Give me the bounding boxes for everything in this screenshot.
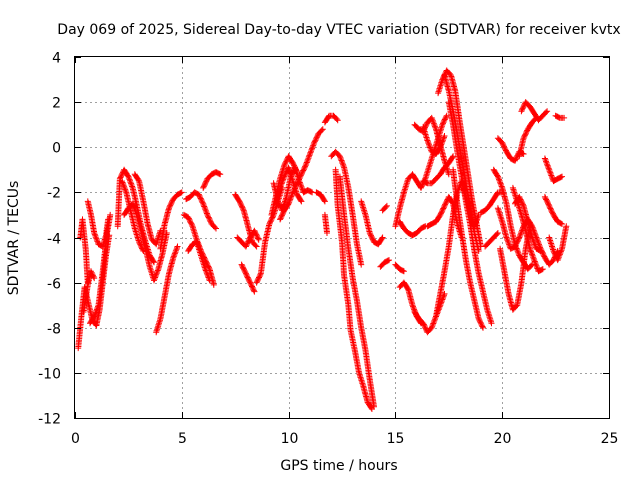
data-track-58 (546, 223, 570, 264)
data-track-37 (420, 123, 448, 157)
data-track-32 (379, 202, 390, 214)
y-tick-label: -12 (38, 412, 61, 428)
data-track-38 (420, 153, 457, 187)
y-tick-label: -6 (47, 277, 61, 293)
data-track-53 (512, 193, 544, 254)
data-track-24 (321, 112, 341, 126)
y-tick-label: -10 (38, 367, 61, 383)
x-axis: 0 5 10 15 20 25 (71, 57, 618, 447)
data-track-31 (392, 261, 407, 275)
data-track-27 (332, 166, 375, 412)
data-track-22 (272, 164, 305, 207)
x-tick-label: 20 (494, 431, 512, 447)
data-track-2 (80, 268, 98, 315)
y-tick-label: -4 (47, 232, 61, 248)
data-track-56 (541, 193, 565, 227)
y-tick-label: -8 (47, 322, 61, 338)
x-tick-label: 25 (601, 431, 619, 447)
data-track-26 (328, 148, 365, 268)
x-tick-label: 15 (387, 431, 405, 447)
data-track-34 (396, 218, 429, 239)
data-track-54 (516, 114, 540, 160)
data-track-10 (157, 189, 185, 252)
data-track-14 (200, 169, 224, 191)
x-axis-label: GPS time / hours (280, 458, 397, 474)
data-track-45 (450, 166, 486, 331)
data-track-30 (377, 257, 392, 270)
chart-title: Day 069 of 2025, Sidereal Day-to-day VTE… (57, 22, 620, 38)
data-track-8 (131, 171, 164, 248)
x-tick-label: 10 (281, 431, 299, 447)
data-track-23 (313, 189, 328, 205)
data-track-29 (358, 198, 386, 248)
data-track-59 (552, 112, 568, 121)
data-track-52 (509, 184, 546, 275)
y-axis: 4 2 0 -2 -4 -6 -8 -10 -12 (38, 51, 609, 428)
y-tick-label: -2 (47, 186, 61, 202)
data-track-42 (435, 67, 484, 250)
y-axis-label: SDTVAR / TECUs (6, 181, 22, 296)
data-track-7 (121, 200, 170, 284)
data-track-28 (336, 173, 377, 410)
x-tick-label: 0 (71, 431, 80, 447)
data-track-46 (477, 189, 506, 216)
data-track-44 (445, 99, 495, 327)
data-track-55 (518, 99, 551, 124)
y-tick-label: 0 (52, 141, 61, 157)
data-track-16 (234, 227, 262, 250)
data-track-12 (185, 239, 213, 284)
y-tick-label: 2 (52, 96, 61, 112)
x-tick-label: 5 (178, 431, 187, 447)
data-track-33 (392, 112, 450, 230)
data-track-57 (541, 155, 565, 185)
data-track-17 (238, 261, 258, 295)
data-track-9 (153, 243, 181, 336)
data-track-4 (87, 211, 114, 327)
data-track-13 (183, 189, 219, 232)
plot-frame (74, 56, 610, 419)
y-tick-label: 4 (52, 51, 61, 67)
data-points (75, 67, 570, 412)
data-track-47 (482, 230, 501, 250)
data-track-25 (321, 211, 330, 236)
